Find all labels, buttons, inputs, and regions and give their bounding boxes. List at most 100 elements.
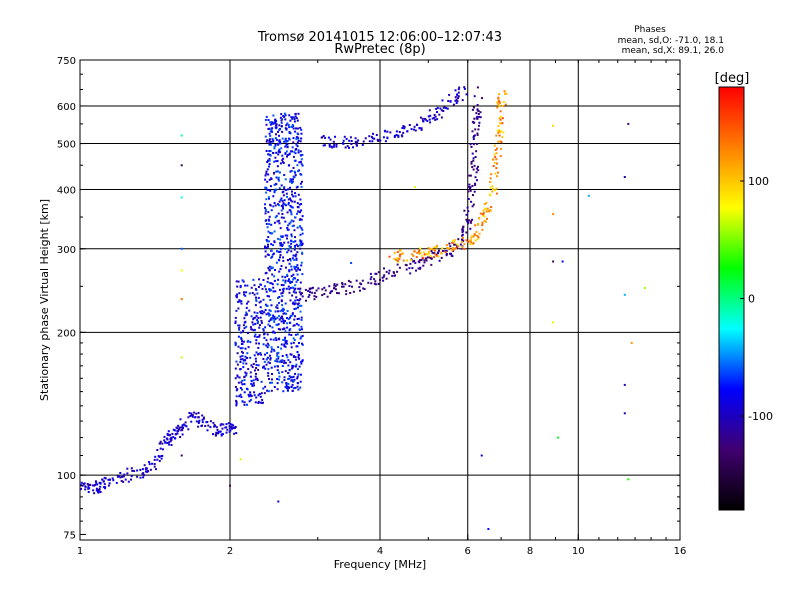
data-point [481, 213, 484, 216]
data-point [289, 245, 292, 248]
data-point [256, 377, 259, 380]
data-point [280, 197, 283, 200]
data-point [267, 390, 270, 393]
data-point [413, 186, 416, 188]
data-point [280, 184, 283, 187]
data-point [348, 139, 351, 142]
data-point [280, 119, 283, 122]
data-point [496, 129, 499, 132]
data-point [261, 312, 264, 315]
data-point [255, 396, 258, 399]
data-point [349, 281, 352, 284]
data-point [270, 177, 273, 180]
data-point [209, 420, 212, 423]
data-point [461, 231, 464, 233]
data-point [280, 147, 283, 150]
data-point [308, 294, 311, 296]
data-point [298, 203, 301, 206]
data-point [481, 228, 484, 231]
data-point [119, 472, 122, 474]
data-point [300, 261, 303, 264]
data-point [259, 306, 262, 309]
data-point [294, 159, 297, 162]
data-point [255, 298, 258, 301]
data-point [245, 313, 248, 316]
data-point [468, 219, 470, 222]
data-point [265, 313, 268, 316]
data-point [292, 166, 295, 169]
data-point [264, 203, 266, 206]
data-point [280, 309, 283, 312]
data-point [254, 322, 257, 325]
data-point [297, 133, 300, 136]
data-point [281, 204, 284, 207]
data-point [273, 230, 276, 233]
data-point [431, 117, 434, 120]
data-point [282, 256, 285, 259]
data-point [401, 252, 404, 255]
data-point [98, 489, 101, 492]
data-point [259, 324, 261, 327]
x-tick-label: 10 [572, 546, 585, 557]
data-point [284, 340, 287, 343]
data-point [427, 251, 430, 253]
data-point [297, 151, 300, 154]
data-point [268, 219, 271, 222]
data-point [294, 152, 297, 155]
data-point [269, 318, 272, 321]
data-point [180, 196, 183, 199]
data-point [294, 115, 297, 118]
data-point [267, 245, 269, 248]
data-point [295, 266, 298, 269]
data-point [403, 125, 406, 128]
data-point [289, 258, 291, 260]
chart-title: Tromsø 20141015 12:06:00–12:07:43 [257, 30, 502, 45]
data-point [294, 112, 297, 115]
data-point [245, 311, 248, 314]
data-point [286, 275, 289, 277]
data-point [293, 387, 295, 390]
data-point [496, 106, 499, 109]
data-point [461, 227, 464, 230]
data-point [245, 362, 248, 365]
data-point [283, 203, 286, 206]
data-point [265, 170, 268, 173]
data-point [271, 273, 274, 276]
data-point [270, 140, 273, 143]
data-point [245, 291, 248, 294]
data-point [84, 485, 87, 488]
data-point [300, 185, 303, 188]
data-point [292, 380, 295, 382]
data-point [504, 92, 507, 95]
data-point [277, 355, 280, 358]
data-point [435, 253, 438, 256]
data-point [410, 259, 412, 262]
data-point [253, 384, 255, 387]
data-point [259, 401, 262, 404]
data-point [120, 480, 123, 482]
data-point [166, 432, 169, 435]
data-point [286, 122, 289, 125]
data-point [450, 254, 453, 257]
data-point [273, 147, 276, 150]
data-point [504, 103, 507, 106]
data-point [277, 237, 280, 240]
data-point [88, 487, 91, 490]
data-point [190, 414, 193, 417]
data-point [225, 426, 228, 429]
data-point [413, 250, 416, 253]
data-point [243, 379, 246, 382]
data-point [433, 116, 436, 119]
data-point [291, 312, 294, 315]
data-point [285, 189, 288, 191]
data-point [279, 227, 282, 230]
data-point [395, 130, 398, 133]
data-point [265, 198, 268, 201]
data-point [263, 285, 266, 288]
data-point [254, 378, 257, 381]
data-point [445, 244, 448, 246]
data-point [294, 365, 297, 368]
data-point [291, 181, 293, 184]
data-point [295, 269, 298, 272]
data-point [249, 356, 252, 359]
